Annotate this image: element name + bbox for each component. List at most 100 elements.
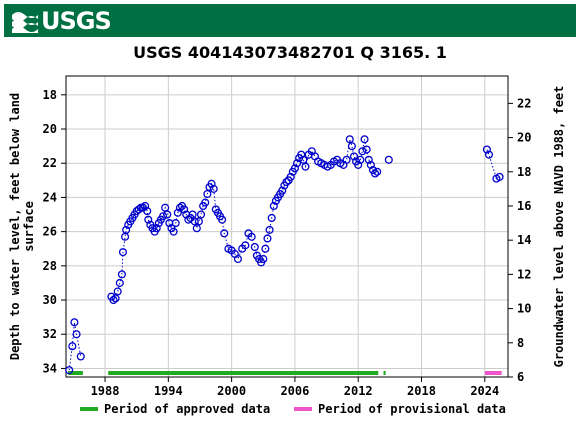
data-point bbox=[68, 342, 77, 351]
data-point bbox=[180, 205, 189, 214]
data-point bbox=[115, 278, 124, 287]
data-point bbox=[218, 215, 227, 224]
data-point bbox=[482, 145, 491, 154]
data-point bbox=[207, 179, 216, 188]
legend-approved-label: Period of approved data bbox=[104, 402, 271, 416]
data-point bbox=[173, 208, 182, 217]
data-point bbox=[358, 147, 367, 156]
approved-swatch bbox=[80, 407, 98, 411]
data-point bbox=[286, 172, 295, 181]
data-point bbox=[111, 294, 120, 303]
data-point bbox=[196, 210, 206, 219]
data-point bbox=[192, 224, 201, 233]
y-left-tick-label: 20 bbox=[43, 122, 57, 136]
data-point bbox=[233, 254, 242, 264]
usgs-logo[interactable]: USGS bbox=[12, 6, 112, 35]
y-right-tick-label: 14 bbox=[517, 233, 531, 247]
approved-period-bar bbox=[108, 371, 379, 375]
data-point bbox=[261, 244, 270, 253]
grid-lines bbox=[66, 76, 508, 377]
y-left-tick-label: 18 bbox=[43, 88, 57, 102]
data-point bbox=[144, 215, 153, 224]
legend-approved: Period of approved data bbox=[80, 402, 270, 416]
data-point bbox=[117, 270, 126, 279]
axis-ticks: 1988 1994 2000 2006 2012 2018 2024182022242628… bbox=[43, 88, 532, 398]
data-point bbox=[282, 177, 291, 187]
approved-period-bar bbox=[383, 371, 386, 375]
series-lines bbox=[68, 139, 500, 371]
series-line bbox=[486, 149, 500, 180]
data-point bbox=[484, 150, 494, 159]
data-point bbox=[250, 242, 259, 252]
data-point bbox=[134, 205, 143, 214]
data-point bbox=[349, 152, 359, 161]
usgs-header-bar: USGS bbox=[4, 4, 576, 37]
data-point bbox=[371, 169, 380, 178]
y-right-tick-label: 8 bbox=[517, 336, 524, 350]
x-tick-label: 2000 bbox=[217, 384, 246, 398]
data-point bbox=[65, 366, 74, 375]
data-point bbox=[159, 212, 168, 221]
data-point bbox=[171, 219, 180, 228]
data-point bbox=[201, 198, 210, 207]
data-point bbox=[265, 225, 274, 234]
approved-period-bar bbox=[68, 371, 83, 375]
data-point bbox=[247, 232, 256, 241]
data-point bbox=[342, 155, 351, 164]
usgs-wave-icon bbox=[12, 11, 38, 33]
x-tick-label: 1988 bbox=[91, 384, 120, 398]
data-point bbox=[141, 201, 150, 211]
data-point bbox=[241, 241, 250, 250]
data-point bbox=[290, 164, 299, 173]
x-tick-label: 1994 bbox=[154, 384, 183, 398]
y-left-tick-label: 22 bbox=[43, 156, 57, 170]
y-right-tick-label: 20 bbox=[517, 131, 531, 145]
data-point bbox=[347, 142, 356, 151]
data-point bbox=[143, 207, 152, 216]
y-axis-right-label: Groundwater level above NAVD 1988, feet bbox=[552, 86, 566, 368]
usgs-wordmark: USGS bbox=[41, 6, 112, 35]
data-point bbox=[118, 248, 128, 257]
data-point bbox=[122, 225, 131, 234]
y-axis-left-label-line2: surface bbox=[22, 201, 36, 252]
data-point bbox=[194, 217, 203, 226]
data-point bbox=[354, 160, 363, 169]
y-right-tick-label: 12 bbox=[517, 267, 531, 281]
y-right-tick-label: 16 bbox=[517, 199, 531, 213]
x-tick-label: 2012 bbox=[344, 384, 373, 398]
data-point bbox=[163, 210, 172, 219]
data-point bbox=[72, 330, 81, 339]
data-point bbox=[76, 352, 85, 361]
legend-provisional: Period of provisional data bbox=[294, 402, 506, 416]
data-point bbox=[175, 203, 184, 212]
y-left-tick-label: 34 bbox=[43, 361, 57, 375]
x-tick-label: 2018 bbox=[407, 384, 436, 398]
y-right-tick-label: 6 bbox=[517, 370, 524, 384]
y-left-tick-label: 26 bbox=[43, 225, 57, 239]
series-line bbox=[68, 322, 82, 371]
data-point bbox=[113, 287, 122, 296]
y-right-tick-label: 22 bbox=[517, 96, 531, 110]
data-point bbox=[152, 224, 161, 233]
data-point bbox=[259, 254, 268, 264]
series-points bbox=[65, 135, 504, 375]
data-point bbox=[366, 160, 375, 169]
legend-provisional-label: Period of provisional data bbox=[318, 402, 506, 416]
data-point bbox=[356, 155, 365, 164]
data-point bbox=[169, 227, 178, 236]
y-left-tick-label: 30 bbox=[43, 293, 57, 307]
data-point bbox=[220, 229, 229, 238]
provisional-swatch bbox=[294, 407, 312, 411]
data-point bbox=[360, 135, 369, 144]
plot-frame bbox=[65, 75, 509, 378]
y-right-tick-label: 10 bbox=[517, 302, 531, 316]
data-point bbox=[269, 201, 278, 211]
data-point bbox=[384, 155, 393, 164]
data-point bbox=[209, 184, 218, 193]
data-point bbox=[301, 162, 310, 171]
data-point bbox=[109, 295, 118, 305]
data-point bbox=[263, 234, 272, 243]
data-point bbox=[495, 172, 504, 181]
y-left-tick-label: 32 bbox=[43, 327, 57, 341]
